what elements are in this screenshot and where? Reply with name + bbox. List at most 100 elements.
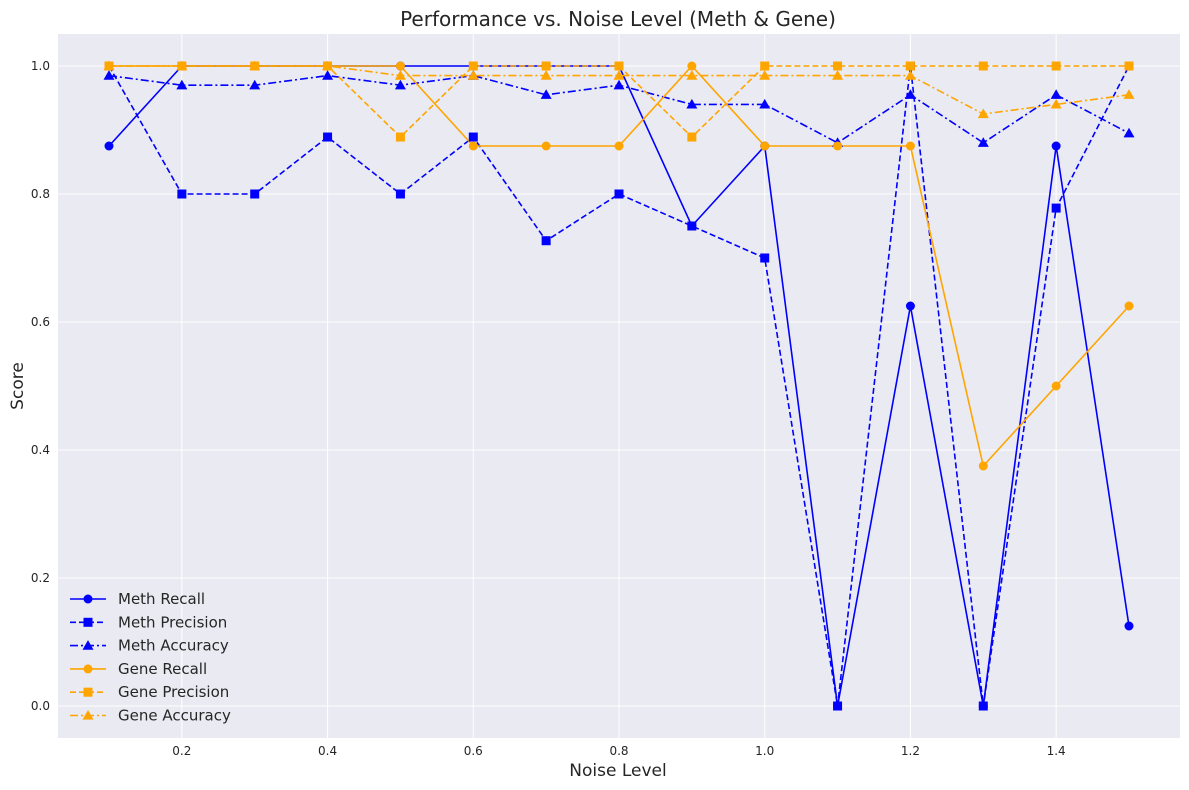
- meth-recall-point: [1051, 141, 1061, 151]
- meth-accuracy-point: [394, 79, 406, 90]
- meth-accuracy-point: [1123, 127, 1135, 138]
- meth-precision-point: [1051, 203, 1061, 213]
- meth-precision-point: [323, 132, 333, 142]
- gene-accuracy-point: [904, 70, 916, 80]
- x-tick-label: 0.6: [464, 744, 483, 758]
- gene-recall-point: [833, 141, 843, 151]
- gene-recall-point: [760, 141, 770, 151]
- legend-gene-precision-marker: [83, 687, 93, 697]
- gene-accuracy-point: [613, 70, 625, 80]
- gene-recall-point: [541, 141, 551, 151]
- legend-meth-recall-marker: [83, 594, 93, 604]
- meth-precision-point: [760, 253, 770, 263]
- y-axis-ticks: 0.0 0.2 0.4 0.6 0.8 1.0: [31, 59, 50, 713]
- gene-recall-point: [905, 141, 915, 151]
- x-tick-label: 1.2: [901, 744, 920, 758]
- series-markers: [103, 60, 1135, 711]
- gene-precision-point: [1124, 61, 1134, 71]
- gene-recall-point: [614, 141, 624, 151]
- y-axis-label: Score: [8, 362, 28, 410]
- meth-accuracy-point: [176, 79, 188, 90]
- x-tick-label: 0.4: [318, 744, 337, 758]
- gene-accuracy-point: [832, 70, 844, 80]
- meth-precision-point: [978, 701, 988, 711]
- gene-precision-point: [833, 61, 843, 71]
- x-axis-ticks: 0.2 0.4 0.6 0.8 1.0 1.2 1.4: [172, 744, 1065, 758]
- gene-accuracy-point: [977, 108, 989, 119]
- meth-precision-point: [687, 221, 697, 231]
- gene-recall-point: [1124, 301, 1134, 311]
- meth-precision-point: [177, 189, 187, 199]
- meth-accuracy-point: [759, 98, 771, 109]
- gene-recall-point: [395, 61, 405, 71]
- legend-meth-precision-label: Meth Precision: [118, 613, 227, 631]
- meth-precision-point: [395, 189, 405, 199]
- y-tick-label: 0.0: [31, 699, 50, 713]
- gene-accuracy-point: [759, 70, 771, 80]
- gene-accuracy-point: [1123, 89, 1135, 99]
- meth-accuracy-point: [613, 79, 625, 90]
- gene-recall-point: [468, 141, 478, 151]
- meth-accuracy-point: [540, 89, 552, 99]
- meth-accuracy-point: [977, 137, 989, 147]
- meth-accuracy-point: [686, 98, 698, 109]
- legend-gene-precision-label: Gene Precision: [118, 683, 229, 701]
- gene-accuracy-point: [103, 60, 115, 71]
- x-tick-label: 0.8: [609, 744, 628, 758]
- meth-precision-point: [468, 132, 478, 142]
- grid-lines: [58, 34, 1180, 738]
- y-tick-label: 1.0: [31, 59, 50, 73]
- gene-accuracy-point: [686, 70, 698, 80]
- legend-gene-recall-marker: [83, 664, 93, 674]
- x-axis-label: Noise Level: [569, 761, 666, 781]
- meth-accuracy-point: [1050, 89, 1062, 99]
- gene-accuracy-point: [1050, 98, 1062, 109]
- gene-accuracy-point: [249, 60, 261, 71]
- legend-gene-accuracy-label: Gene Accuracy: [118, 707, 231, 725]
- meth-accuracy-point: [249, 79, 261, 90]
- gene-accuracy-point: [540, 70, 552, 80]
- gene-precision-point: [905, 61, 915, 71]
- y-tick-label: 0.2: [31, 571, 50, 585]
- meth-precision-point: [250, 189, 260, 199]
- gene-precision-point: [614, 61, 624, 71]
- chart-title: Performance vs. Noise Level (Meth & Gene…: [400, 7, 836, 31]
- meth-accuracy-point: [904, 89, 916, 99]
- x-tick-label: 1.0: [755, 744, 774, 758]
- legend-gene-accuracy-marker: [82, 710, 94, 720]
- meth-precision-point: [614, 189, 624, 199]
- gene-accuracy-point: [176, 60, 188, 71]
- meth-precision-point: [541, 236, 551, 246]
- legend-meth-recall-label: Meth Recall: [118, 590, 205, 608]
- meth-accuracy-point: [322, 70, 334, 80]
- y-tick-label: 0.4: [31, 443, 50, 457]
- gene-precision-point: [1051, 61, 1061, 71]
- x-tick-label: 1.4: [1047, 744, 1066, 758]
- gene-recall-point: [1051, 381, 1061, 391]
- gene-accuracy-point: [394, 70, 406, 80]
- legend-meth-accuracy-label: Meth Accuracy: [118, 637, 229, 655]
- gene-recall-point: [978, 461, 988, 471]
- meth-recall-point: [1124, 621, 1134, 631]
- legend: Meth Recall Meth Precision Meth Accuracy Ge…: [70, 590, 231, 725]
- meth-precision-point: [833, 701, 843, 711]
- gene-precision-point: [687, 132, 697, 142]
- gene-recall-point: [687, 61, 697, 71]
- gene-accuracy-point: [467, 70, 479, 80]
- meth-precision-line: [108, 65, 1130, 707]
- legend-meth-accuracy-marker: [82, 640, 94, 650]
- gene-precision-point: [978, 61, 988, 71]
- legend-meth-precision-marker: [83, 617, 93, 627]
- meth-recall-point: [905, 301, 915, 311]
- gene-precision-point: [541, 61, 551, 71]
- meth-accuracy-point: [103, 70, 115, 80]
- gene-accuracy-point: [322, 60, 334, 71]
- gene-precision-point: [395, 132, 405, 142]
- y-tick-label: 0.8: [31, 187, 50, 201]
- legend-gene-recall-label: Gene Recall: [118, 660, 207, 678]
- gene-precision-point: [468, 61, 478, 71]
- y-tick-label: 0.6: [31, 315, 50, 329]
- x-tick-label: 0.2: [172, 744, 191, 758]
- gene-precision-point: [760, 61, 770, 71]
